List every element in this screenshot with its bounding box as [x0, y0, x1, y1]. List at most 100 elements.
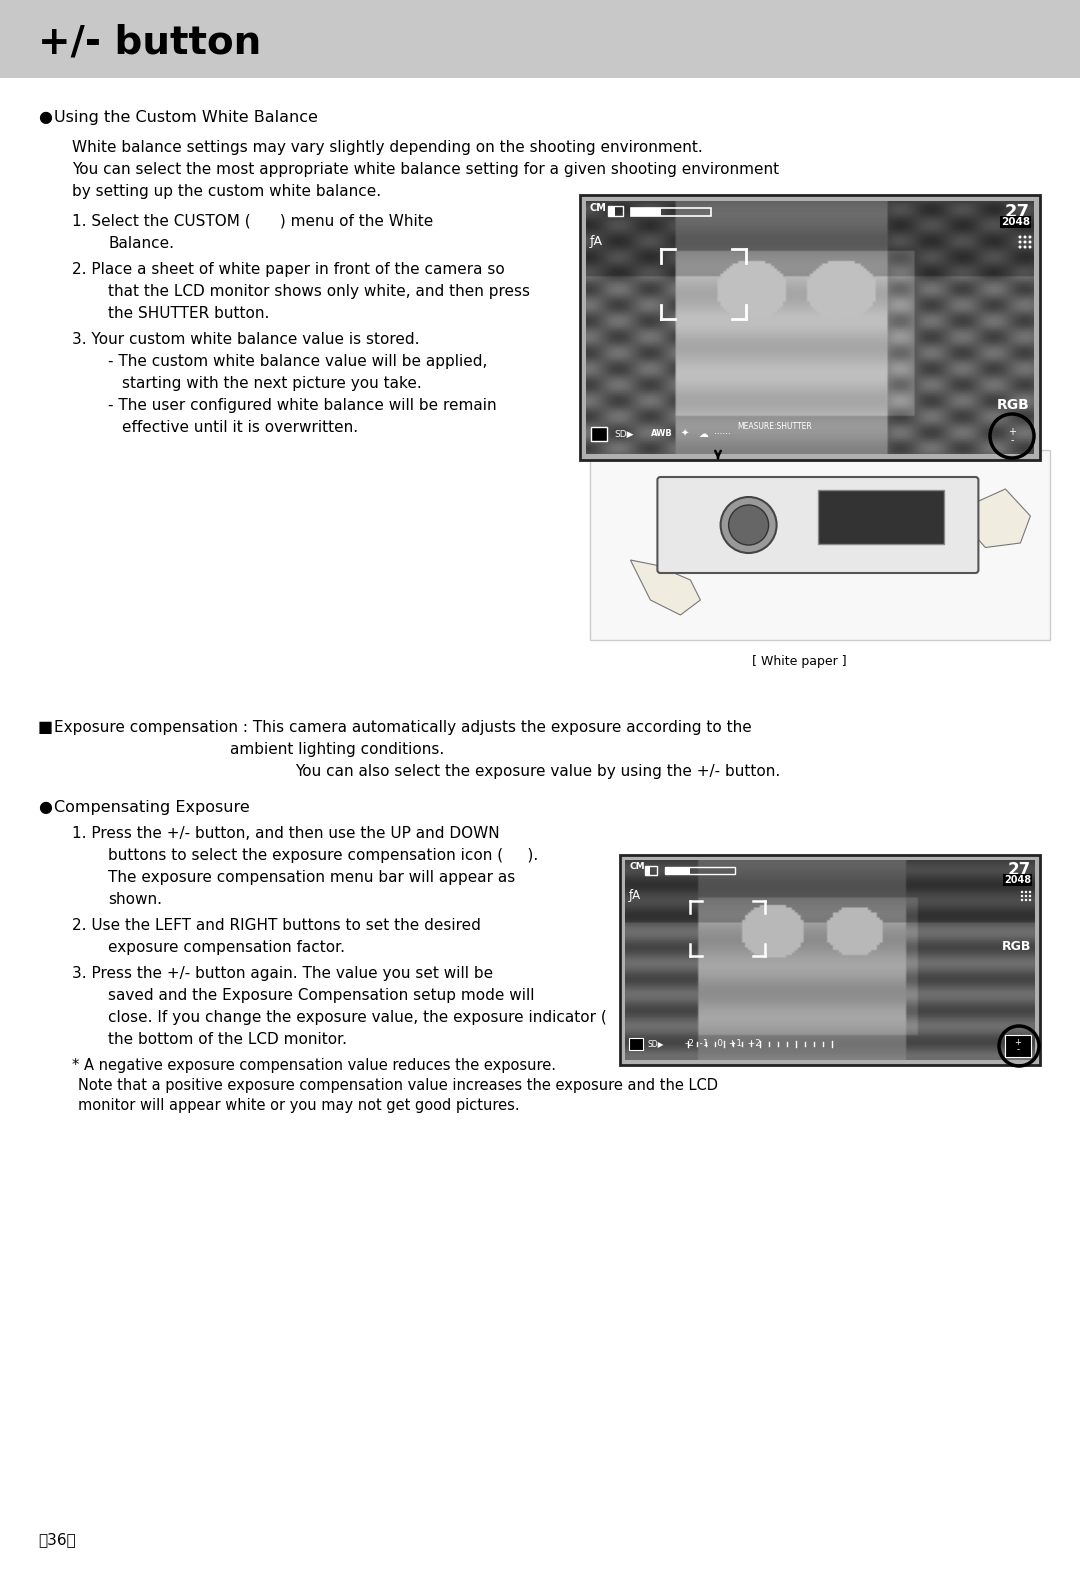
Circle shape [1029, 899, 1031, 902]
Bar [631, 208, 711, 216]
Text: * A negative exposure compensation value reduces the exposure.: * A negative exposure compensation value… [72, 1059, 556, 1073]
Text: Note that a positive exposure compensation value increases the exposure and the : Note that a positive exposure compensati… [78, 1078, 718, 1094]
Circle shape [1024, 241, 1026, 244]
Text: 3. Press the +/- button again. The value you set will be: 3. Press the +/- button again. The value… [72, 965, 494, 981]
Text: Compensating Exposure: Compensating Exposure [54, 800, 249, 815]
Circle shape [1029, 891, 1031, 894]
Bar [591, 426, 607, 441]
Circle shape [720, 498, 777, 553]
Text: that the LCD monitor shows only white, and then press: that the LCD monitor shows only white, a… [108, 284, 530, 300]
Text: White balance settings may vary slightly depending on the shooting environment.: White balance settings may vary slightly… [72, 139, 703, 155]
Text: ✦: ✦ [681, 430, 689, 439]
Text: ☁: ☁ [698, 430, 707, 439]
Text: ●: ● [38, 800, 52, 815]
Text: 2048: 2048 [1001, 217, 1030, 227]
Polygon shape [631, 560, 701, 615]
FancyBboxPatch shape [658, 477, 978, 574]
Circle shape [1021, 891, 1023, 894]
Bar [625, 861, 1035, 886]
Text: 1. Press the +/- button, and then use the UP and DOWN: 1. Press the +/- button, and then use th… [72, 826, 500, 842]
Text: ƒA: ƒA [629, 889, 642, 902]
Bar [586, 418, 1034, 453]
Text: - The user configured white balance will be remain: - The user configured white balance will… [108, 398, 497, 414]
Circle shape [1028, 236, 1031, 238]
Text: +
-: + - [1014, 1038, 1022, 1054]
Text: 〆36〉: 〆36〉 [38, 1533, 76, 1547]
Bar [665, 867, 690, 873]
Text: MEASURE:SHUTTER: MEASURE:SHUTTER [737, 422, 811, 431]
Text: 3. Your custom white balance value is stored.: 3. Your custom white balance value is st… [72, 331, 419, 347]
Bar [0, 0, 1080, 78]
Text: 2048: 2048 [1001, 217, 1030, 227]
Text: ⋯⋯: ⋯⋯ [714, 430, 731, 439]
Text: CM: CM [590, 203, 607, 212]
Text: The exposure compensation menu bar will appear as: The exposure compensation menu bar will … [108, 870, 515, 884]
Bar [645, 865, 657, 875]
Bar [580, 195, 1040, 460]
Text: You can select the most appropriate white balance setting for a given shooting e: You can select the most appropriate whit… [72, 162, 779, 178]
Bar [590, 450, 1050, 640]
Text: ƒA: ƒA [590, 235, 603, 247]
Text: by setting up the custom white balance.: by setting up the custom white balance. [72, 184, 381, 200]
Text: -2  -1   0  +1  +2: -2 -1 0 +1 +2 [685, 1040, 761, 1049]
Text: 2. Place a sheet of white paper in front of the camera so: 2. Place a sheet of white paper in front… [72, 262, 504, 277]
Text: ●: ● [38, 109, 52, 125]
Circle shape [1018, 236, 1022, 238]
Text: 2. Use the LEFT and RIGHT buttons to set the desired: 2. Use the LEFT and RIGHT buttons to set… [72, 918, 481, 934]
Text: You can also select the exposure value by using the +/- button.: You can also select the exposure value b… [295, 764, 780, 778]
Text: SD▶: SD▶ [615, 430, 634, 439]
Bar [620, 854, 1040, 1065]
Polygon shape [966, 490, 1030, 547]
Circle shape [1025, 891, 1027, 894]
Circle shape [1021, 896, 1023, 897]
Text: 27: 27 [1005, 203, 1030, 220]
Text: saved and the Exposure Compensation setup mode will: saved and the Exposure Compensation setu… [108, 987, 535, 1003]
Circle shape [1018, 246, 1022, 249]
Text: CM: CM [629, 862, 645, 872]
Text: ■: ■ [38, 720, 53, 735]
Circle shape [1018, 241, 1022, 244]
Text: +
-: + - [1008, 426, 1016, 445]
Text: +/- button: +/- button [38, 24, 261, 62]
Text: [ White paper ]: [ White paper ] [752, 655, 847, 667]
Text: - The custom white balance value will be applied,: - The custom white balance value will be… [108, 353, 487, 369]
Bar [586, 201, 1034, 228]
Bar [631, 208, 661, 216]
Text: AWB: AWB [651, 430, 673, 439]
Text: ambient lighting conditions.: ambient lighting conditions. [230, 742, 444, 758]
Circle shape [1024, 236, 1026, 238]
Text: buttons to select the exposure compensation icon (     ).: buttons to select the exposure compensat… [108, 848, 538, 862]
Circle shape [1028, 246, 1031, 249]
Text: the bottom of the LCD monitor.: the bottom of the LCD monitor. [108, 1032, 347, 1048]
Text: 1. Select the CUSTOM (      ) menu of the White: 1. Select the CUSTOM ( ) menu of the Whi… [72, 214, 433, 228]
Text: Using the Custom White Balance: Using the Custom White Balance [54, 109, 318, 125]
Text: RGB: RGB [997, 398, 1030, 412]
Circle shape [1025, 896, 1027, 897]
Text: RGB: RGB [1001, 940, 1031, 953]
Text: SD▶: SD▶ [648, 1040, 664, 1049]
Text: starting with the next picture you take.: starting with the next picture you take. [122, 376, 422, 391]
Circle shape [1025, 899, 1027, 902]
Circle shape [1021, 899, 1023, 902]
Circle shape [1024, 246, 1026, 249]
Text: 27: 27 [1008, 861, 1031, 880]
Circle shape [1029, 896, 1031, 897]
Bar [1005, 1035, 1031, 1057]
Bar [608, 206, 623, 216]
Text: effective until it is overwritten.: effective until it is overwritten. [122, 420, 359, 434]
Text: shown.: shown. [108, 892, 162, 907]
Bar [608, 206, 615, 216]
Text: 2048: 2048 [1004, 875, 1031, 884]
Bar [665, 867, 735, 873]
Text: Exposure compensation : This camera automatically adjusts the exposure according: Exposure compensation : This camera auto… [54, 720, 752, 735]
Circle shape [729, 506, 769, 545]
Text: exposure compensation factor.: exposure compensation factor. [108, 940, 345, 956]
Bar [645, 865, 650, 875]
Text: monitor will appear white or you may not get good pictures.: monitor will appear white or you may not… [78, 1098, 519, 1113]
Text: close. If you change the exposure value, the exposure indicator (     ) will be : close. If you change the exposure value,… [108, 1010, 794, 1025]
Text: Balance.: Balance. [108, 236, 174, 250]
Bar [625, 1032, 1035, 1060]
Bar [818, 490, 944, 544]
Circle shape [1028, 241, 1031, 244]
Bar [629, 1038, 643, 1049]
